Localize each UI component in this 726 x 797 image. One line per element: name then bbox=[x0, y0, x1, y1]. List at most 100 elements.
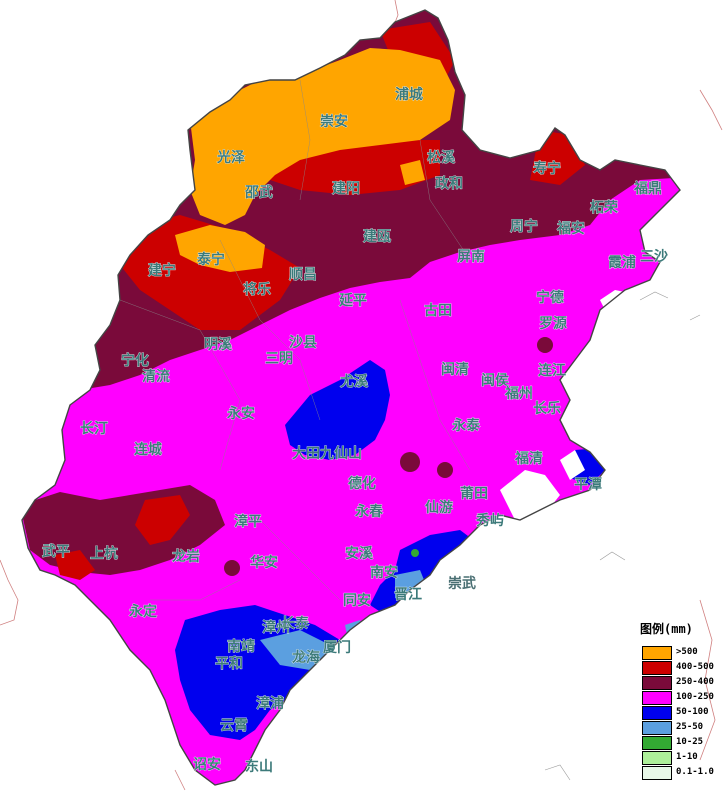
place-label: 晋江 bbox=[394, 586, 422, 603]
legend-item: >500 bbox=[640, 646, 726, 660]
legend-swatch bbox=[642, 661, 672, 675]
place-label: 顺昌 bbox=[289, 267, 317, 283]
place-label: 长泰 bbox=[281, 615, 310, 632]
place-label: 浦城 bbox=[395, 86, 423, 103]
legend-swatch bbox=[642, 766, 672, 780]
place-label: 漳平 bbox=[234, 513, 262, 530]
place-label: 三明 bbox=[265, 351, 293, 367]
place-label: 大田 bbox=[292, 445, 320, 462]
place-label: 古田 bbox=[424, 302, 452, 319]
legend-label: 25-50 bbox=[676, 722, 704, 732]
legend-swatch bbox=[642, 751, 672, 765]
place-label: 同安 bbox=[343, 592, 371, 609]
legend-swatch bbox=[642, 736, 672, 750]
legend: 图例(mm) >500 400-500 250-400 100-250 50-1… bbox=[640, 620, 726, 797]
place-label: 建瓯 bbox=[363, 228, 391, 245]
legend-item: 1-10 bbox=[640, 751, 726, 765]
place-label: 连城 bbox=[134, 441, 162, 458]
place-label: 邵武 bbox=[244, 184, 273, 201]
place-label: 建阳 bbox=[332, 180, 360, 197]
legend-label: 250-400 bbox=[676, 677, 714, 687]
place-label: 平潭 bbox=[574, 476, 602, 493]
legend-label: 0.1-1.0 bbox=[676, 767, 714, 777]
place-label: 周宁 bbox=[510, 218, 538, 235]
place-label: 连江 bbox=[538, 362, 566, 379]
place-label: 崇武 bbox=[448, 575, 476, 592]
place-label: 建宁 bbox=[148, 262, 176, 279]
legend-swatch bbox=[642, 691, 672, 705]
place-label: 延平 bbox=[338, 292, 367, 309]
place-label: 崇安 bbox=[320, 113, 348, 130]
place-label: 南靖 bbox=[227, 638, 255, 655]
legend-label: 400-500 bbox=[676, 662, 714, 672]
place-label: 德化 bbox=[348, 475, 376, 492]
place-label: 莆田 bbox=[460, 485, 488, 502]
legend-label: >500 bbox=[676, 647, 698, 657]
place-label: 平和 bbox=[215, 656, 243, 672]
place-label: 福鼎 bbox=[633, 180, 662, 197]
legend-title: 图例(mm) bbox=[640, 622, 693, 636]
place-label: 罗源 bbox=[539, 315, 567, 332]
place-label: 尤溪 bbox=[340, 373, 369, 390]
place-label: 寿宁 bbox=[533, 160, 561, 177]
place-label: 龙海 bbox=[291, 649, 320, 666]
place-label: 仙游 bbox=[425, 499, 453, 516]
place-label: 南安 bbox=[370, 564, 398, 581]
place-label: 福州 bbox=[504, 385, 533, 402]
place-label: 闽清 bbox=[441, 361, 469, 378]
place-label: 武平 bbox=[42, 543, 70, 560]
legend-label: 50-100 bbox=[676, 707, 709, 717]
place-label: 明溪 bbox=[204, 336, 233, 353]
legend-label: 1-10 bbox=[676, 752, 698, 762]
legend-swatch bbox=[642, 646, 672, 660]
place-labels: 浦城 崇安 光泽 松溪 邵武 建阳 政和 寿宁 福鼎 柘荣 建瓯 周宁 福安 泰… bbox=[42, 86, 669, 776]
legend-item: 25-50 bbox=[640, 721, 726, 735]
place-label: 诏安 bbox=[193, 756, 221, 773]
place-label: 永春 bbox=[354, 503, 384, 520]
place-label: 漳州 bbox=[262, 619, 290, 636]
place-label: 政和 bbox=[435, 175, 463, 192]
place-label: 屏南 bbox=[457, 248, 485, 265]
place-label: 云霄 bbox=[220, 717, 248, 734]
place-label: 柘荣 bbox=[589, 199, 619, 216]
place-label: 福清 bbox=[514, 450, 543, 467]
legend-item: 10-25 bbox=[640, 736, 726, 750]
place-label: 宁化 bbox=[121, 352, 149, 369]
place-label: 三沙 bbox=[640, 249, 668, 265]
legend-item: 50-100 bbox=[640, 706, 726, 720]
place-label: 永定 bbox=[128, 603, 157, 620]
coastal-islands bbox=[544, 291, 701, 781]
place-label: 闽侯 bbox=[481, 372, 510, 389]
legend-label: 100-250 bbox=[676, 692, 714, 702]
legend-swatch bbox=[642, 706, 672, 720]
place-label: 厦门 bbox=[323, 639, 351, 656]
place-label: 安溪 bbox=[345, 545, 374, 562]
place-label: 沙县 bbox=[289, 335, 317, 351]
place-label: 永安 bbox=[226, 405, 255, 422]
place-label: 松溪 bbox=[427, 149, 456, 166]
place-label: 九仙山 bbox=[319, 445, 362, 462]
place-label: 霞浦 bbox=[608, 254, 636, 271]
legend-item: 400-500 bbox=[640, 661, 726, 675]
place-label: 华安 bbox=[250, 554, 278, 571]
place-label: 永泰 bbox=[451, 417, 481, 434]
legend-item: 250-400 bbox=[640, 676, 726, 690]
place-label: 长乐 bbox=[533, 400, 561, 417]
place-label: 漳浦 bbox=[256, 695, 284, 712]
county-boundaries bbox=[119, 79, 471, 601]
place-label: 秀屿 bbox=[475, 512, 504, 529]
legend-swatch bbox=[642, 721, 672, 735]
legend-label: 10-25 bbox=[676, 737, 704, 747]
place-label: 泰宁 bbox=[196, 251, 225, 268]
place-label: 上杭 bbox=[90, 545, 118, 562]
place-label: 长汀 bbox=[80, 420, 108, 437]
place-label: 光泽 bbox=[216, 149, 245, 166]
place-label: 清流 bbox=[142, 368, 170, 385]
place-label: 宁德 bbox=[536, 289, 564, 306]
place-label: 龙岩 bbox=[171, 548, 200, 565]
place-label: 东山 bbox=[245, 758, 273, 775]
place-label: 将乐 bbox=[243, 281, 271, 298]
